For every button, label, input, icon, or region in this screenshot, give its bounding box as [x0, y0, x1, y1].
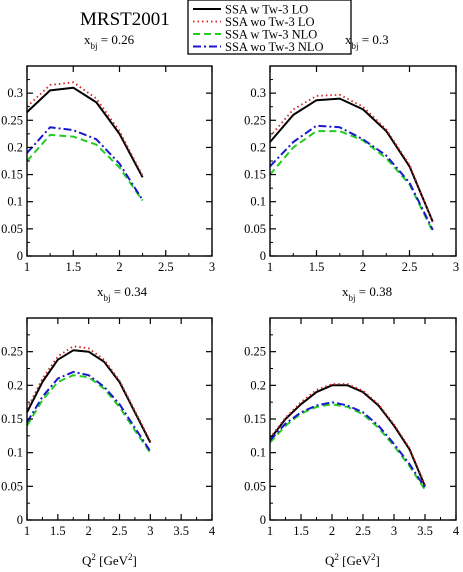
panel-1-xtick-label-1: 1 — [24, 260, 30, 274]
panel-3-frame — [26, 317, 213, 521]
panel-3-xtick-label-5: 3 — [147, 524, 153, 538]
panel-label-3: xbj = 0.34 — [97, 284, 148, 303]
panel-3-series-2 — [26, 345, 152, 442]
panel-1-xtick-label-4: 2.5 — [158, 260, 174, 274]
panel-1-ytick-label-7: 0.3 — [7, 86, 23, 100]
panel-3-xtick-label-2: 1.5 — [50, 524, 66, 538]
panel-label-2: xbj = 0.3 — [345, 32, 389, 51]
panel-2: 1 1.5 2 2.5 3 0 0.05 0.1 0.15 0.2 0.25 0.3 — [244, 65, 459, 274]
panel-4-xtick-label-5: 3 — [391, 524, 397, 538]
panel-2-frame — [269, 65, 457, 257]
panel-1-ytick-label-5: 0.2 — [7, 140, 23, 154]
panel-3-xtick-label-3: 2 — [86, 524, 92, 538]
panel-4-ytick-label-3: 0.1 — [250, 446, 266, 460]
panel-3-series-3 — [26, 374, 152, 454]
panel-4-ytick-label-2: 0.05 — [244, 479, 266, 493]
panel-4-ytick-label-1: 0 — [260, 513, 266, 527]
panel-2-ytick-label-4: 0.15 — [244, 168, 266, 182]
panel-2-ytick-label-7: 0.3 — [250, 86, 266, 100]
panel-label-1: xbj = 0.26 — [84, 32, 135, 51]
panel-1-series-2 — [26, 81, 144, 177]
panel-4-series-3 — [269, 403, 426, 491]
panel-4-xtick-label-6: 3.5 — [417, 524, 433, 538]
panel-1: 1 1.5 2 2.5 3 0 0.05 0.1 0.15 0.2 0.25 0.3 — [1, 65, 215, 274]
panel-3-xtick-label-6: 3.5 — [173, 524, 189, 538]
panel-4-xtick-label-3: 2 — [329, 524, 335, 538]
panel-4-xtick-label-1: 1 — [267, 524, 273, 538]
panel-1-series-4 — [26, 126, 144, 201]
panel-4-series-2 — [269, 383, 426, 486]
panel-2-series-4 — [269, 124, 434, 231]
panel-4: 1 1.5 2 2.5 3 3.5 4 0 0.05 0.1 0.15 0.2 0.25 — [244, 317, 460, 538]
panel-3-ytick-label-2: 0.05 — [1, 479, 23, 493]
panel-3-xtick-label-7: 4 — [209, 524, 216, 538]
panel-1-ytick-label-6: 0.25 — [1, 113, 23, 127]
panel-1-series-3 — [26, 133, 144, 202]
panel-1-xtick-label-3: 2 — [116, 260, 122, 274]
panel-2-xtick-label-1: 1 — [267, 260, 273, 274]
legend-entry-4: SSA wo Tw-3 NLO — [225, 40, 324, 54]
panel-3-ytick-label-6: 0.25 — [1, 345, 23, 359]
panel-1-ytick-label-4: 0.15 — [1, 168, 23, 182]
panel-3-ytick-label-5: 0.2 — [7, 378, 23, 392]
panel-1-ytick-label-1: 0 — [17, 249, 23, 263]
x-axis-label-right: Q2 [GeV2] — [325, 552, 380, 568]
panel-1-frame — [26, 65, 213, 257]
panel-1-series-1 — [26, 86, 144, 178]
panel-3-series-1 — [26, 349, 152, 444]
panel-1-xtick-label-2: 1.5 — [65, 260, 81, 274]
panel-2-ytick-label-2: 0.05 — [244, 222, 266, 236]
panel-3-ytick-label-4: 0.15 — [1, 412, 23, 426]
panel-2-xtick-label-3: 2 — [360, 260, 366, 274]
panel-4-frame — [269, 317, 457, 521]
panel-3-xtick-label-4: 2.5 — [112, 524, 128, 538]
panel-2-ytick-label-5: 0.2 — [250, 140, 266, 154]
panel-4-xtick-label-2: 1.5 — [293, 524, 309, 538]
panel-2-ytick-label-1: 0 — [260, 249, 266, 263]
panel-2-ytick-label-3: 0.1 — [250, 195, 266, 209]
panel-3-xtick-label-1: 1 — [24, 524, 30, 538]
panel-2-xtick-label-4: 2.5 — [402, 260, 418, 274]
x-axis-label-left: Q2 [GeV2] — [82, 552, 137, 568]
panel-2-ytick-label-6: 0.25 — [244, 113, 266, 127]
panel-4-ytick-label-5: 0.2 — [250, 378, 266, 392]
panel-4-ytick-label-4: 0.15 — [244, 412, 266, 426]
panel-2-series-3 — [269, 130, 434, 233]
panel-2-series-2 — [269, 93, 434, 223]
panel-4-xtick-label-7: 4 — [453, 524, 460, 538]
panel-2-xtick-label-2: 1.5 — [309, 260, 325, 274]
panel-4-ytick-label-6: 0.25 — [244, 345, 266, 359]
panel-3: 1 1.5 2 2.5 3 3.5 4 0 0.05 0.1 0.15 0.2 0.25 — [1, 317, 216, 538]
legend-entry-1: SSA w Tw-3 LO — [225, 3, 308, 17]
panel-3-ytick-label-3: 0.1 — [7, 446, 23, 460]
legend-entry-2: SSA wo Tw-3 LO — [225, 15, 315, 29]
panel-1-xtick-label-5: 3 — [209, 260, 215, 274]
panel-2-xtick-label-5: 3 — [453, 260, 459, 274]
panel-3-ytick-label-1: 0 — [17, 513, 23, 527]
figure-title: MRST2001 — [80, 9, 170, 30]
panel-4-series-4 — [269, 401, 426, 489]
panel-1-ytick-label-2: 0.05 — [1, 222, 23, 236]
legend-entry-3: SSA w Tw-3 NLO — [225, 28, 317, 42]
panel-4-xtick-label-4: 2.5 — [355, 524, 371, 538]
panel-2-series-1 — [269, 97, 434, 223]
panel-label-4: xbj = 0.38 — [342, 284, 392, 303]
panel-4-series-1 — [269, 384, 426, 487]
panel-3-series-4 — [26, 370, 152, 452]
panel-1-ytick-label-3: 0.1 — [7, 195, 23, 209]
